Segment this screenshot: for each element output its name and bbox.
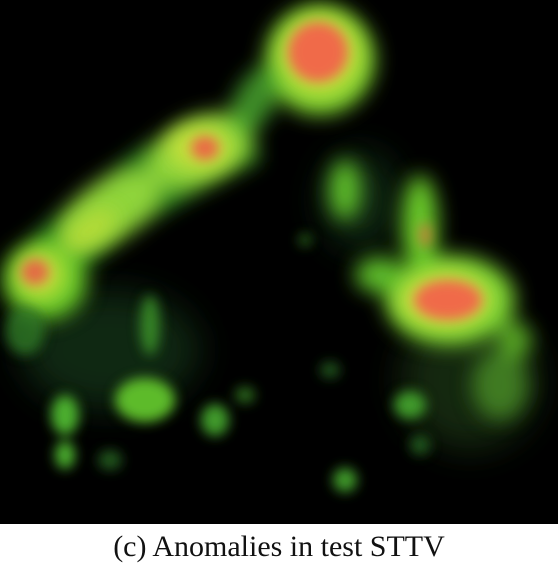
figure-caption: (c) Anomalies in test STTV: [113, 530, 445, 563]
anomaly-heatmap-image: [0, 0, 558, 524]
